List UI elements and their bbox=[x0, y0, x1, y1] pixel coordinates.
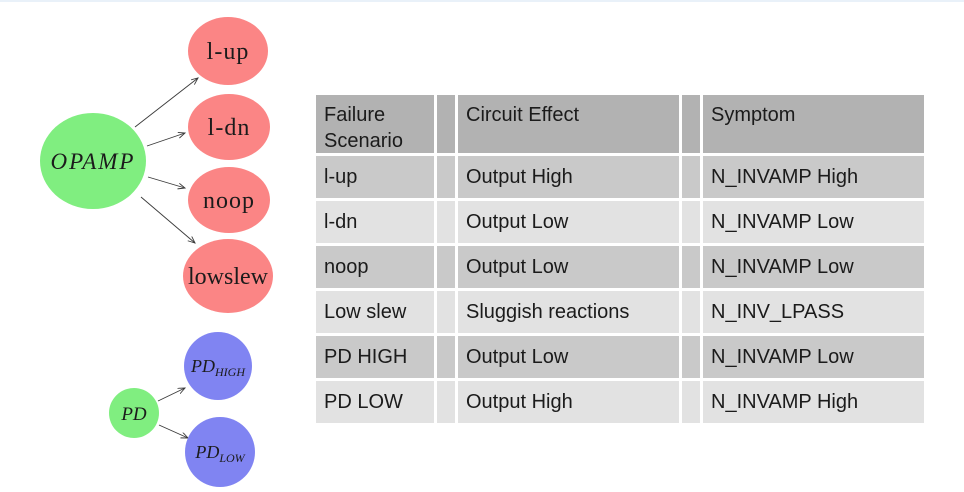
edge-opamp-noop bbox=[147, 176, 185, 188]
node-pd-low-label: PDLOW bbox=[194, 442, 245, 465]
cell-effect: Output Low bbox=[458, 246, 679, 288]
pd-high-subscript: HIGH bbox=[214, 365, 246, 379]
cell-symptom: N_INV_LPASS bbox=[703, 291, 924, 333]
node-opamp-label: OPAMP bbox=[51, 149, 136, 174]
pd-high-base: PD bbox=[190, 356, 215, 376]
node-pd-high bbox=[184, 332, 252, 400]
cell-spacer bbox=[437, 336, 455, 378]
fault-tree-diagram: OPAMP l-up l-dn noop lowslew PD PDHIGH P… bbox=[40, 17, 273, 487]
cell-symptom: N_INVAMP High bbox=[703, 381, 924, 423]
edge-opamp-lowslew bbox=[140, 196, 195, 243]
cell-spacer bbox=[682, 381, 700, 423]
cell-effect: Output High bbox=[458, 381, 679, 423]
node-noop bbox=[188, 167, 270, 233]
pd-low-subscript: LOW bbox=[218, 451, 245, 465]
cell-spacer bbox=[682, 336, 700, 378]
cell-effect: Sluggish reactions bbox=[458, 291, 679, 333]
cell-effect: Output Low bbox=[458, 201, 679, 243]
cell-effect: Output High bbox=[458, 156, 679, 198]
pd-low-base: PD bbox=[194, 442, 219, 462]
cell-spacer bbox=[437, 246, 455, 288]
cell-scenario: PD HIGH bbox=[316, 336, 434, 378]
node-lup-label: l-up bbox=[207, 39, 250, 65]
cell-symptom: N_INVAMP Low bbox=[703, 201, 924, 243]
cell-scenario: Low slew bbox=[316, 291, 434, 333]
edge-opamp-ldn bbox=[146, 133, 185, 147]
col-header-spacer-2 bbox=[682, 95, 700, 153]
col-header-symptom: Symptom bbox=[703, 95, 924, 153]
node-ldn-label: l-dn bbox=[208, 115, 251, 141]
cell-symptom: N_INVAMP Low bbox=[703, 336, 924, 378]
edge-pd-pdlow bbox=[158, 424, 188, 438]
cell-scenario: l-up bbox=[316, 156, 434, 198]
cell-spacer bbox=[437, 156, 455, 198]
cell-effect: Output Low bbox=[458, 336, 679, 378]
node-lowslew-label: lowslew bbox=[188, 264, 269, 290]
edge-pd-pdhigh bbox=[157, 388, 185, 402]
top-accent-line bbox=[0, 0, 964, 2]
node-l-dn bbox=[188, 94, 270, 160]
cell-scenario: PD LOW bbox=[316, 381, 434, 423]
cell-spacer bbox=[682, 201, 700, 243]
cell-symptom: N_INVAMP High bbox=[703, 156, 924, 198]
cell-spacer bbox=[437, 201, 455, 243]
cell-symptom: N_INVAMP Low bbox=[703, 246, 924, 288]
node-pd-low bbox=[185, 417, 255, 487]
cell-spacer bbox=[682, 156, 700, 198]
cell-scenario: noop bbox=[316, 246, 434, 288]
cell-spacer bbox=[682, 291, 700, 333]
node-lowslew bbox=[183, 239, 273, 313]
cell-spacer bbox=[437, 381, 455, 423]
edge-opamp-lup bbox=[134, 78, 198, 128]
node-opamp bbox=[40, 113, 146, 209]
node-pd bbox=[109, 388, 159, 438]
node-noop-label: noop bbox=[203, 188, 255, 214]
node-pd-label: PD bbox=[120, 404, 147, 425]
node-pd-high-label: PDHIGH bbox=[190, 356, 246, 379]
failure-scenario-table: Failure Scenario Circuit Effect Symptom … bbox=[316, 95, 924, 423]
cell-spacer bbox=[682, 246, 700, 288]
cell-spacer bbox=[437, 291, 455, 333]
cell-scenario: l-dn bbox=[316, 201, 434, 243]
col-header-spacer-1 bbox=[437, 95, 455, 153]
col-header-failure-scenario: Failure Scenario bbox=[316, 95, 434, 153]
node-l-up bbox=[188, 17, 268, 85]
col-header-circuit-effect: Circuit Effect bbox=[458, 95, 679, 153]
